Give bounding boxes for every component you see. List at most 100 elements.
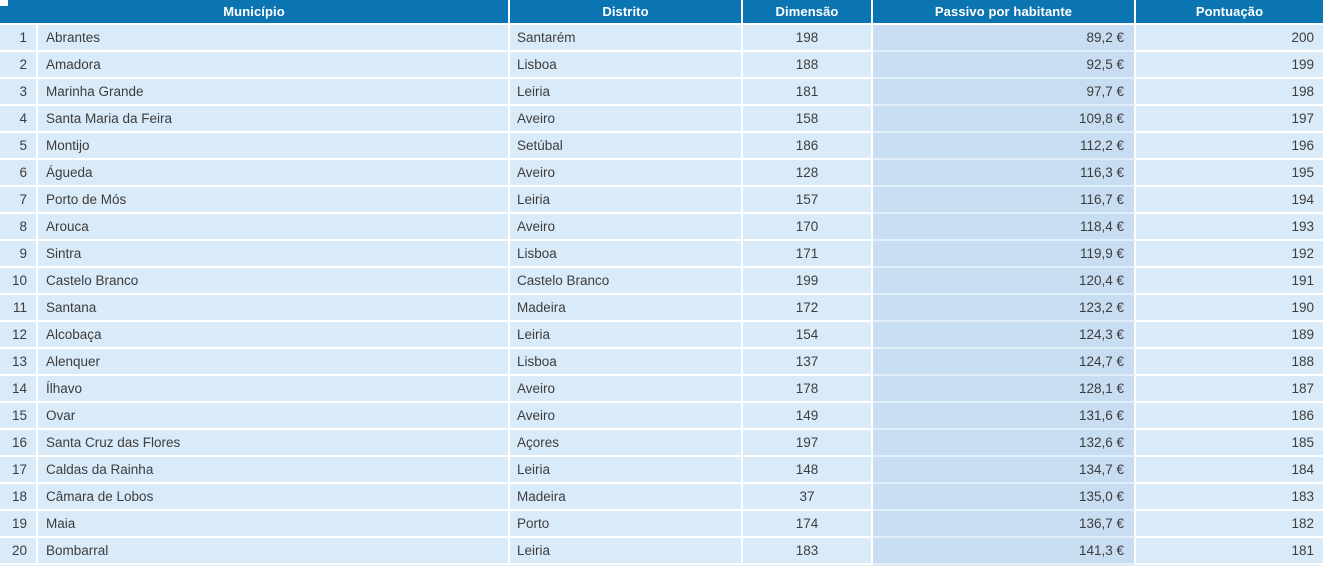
municipio-cell: Porto de Mós [38,187,510,214]
dimensao-cell: 172 [743,295,873,322]
rank-cell: 12 [0,322,38,349]
dimensao-cell: 174 [743,511,873,538]
passivo-cell: 131,6 € [873,403,1136,430]
rank-cell: 14 [0,376,38,403]
column-header-dimensao[interactable]: Dimensão [743,0,873,25]
dimensao-cell: 158 [743,106,873,133]
rank-cell: 15 [0,403,38,430]
pontuacao-cell: 190 [1136,295,1323,322]
table-row: 20 Bombarral Leiria 183 141,3 € 181 [0,538,1323,565]
dimensao-cell: 154 [743,322,873,349]
pontuacao-cell: 185 [1136,430,1323,457]
passivo-cell: 128,1 € [873,376,1136,403]
municipio-cell: Arouca [38,214,510,241]
dimensao-cell: 137 [743,349,873,376]
passivo-cell: 89,2 € [873,25,1136,52]
passivo-cell: 112,2 € [873,133,1136,160]
pontuacao-cell: 192 [1136,241,1323,268]
passivo-cell: 92,5 € [873,52,1136,79]
passivo-cell: 116,7 € [873,187,1136,214]
rank-cell: 1 [0,25,38,52]
rank-cell: 8 [0,214,38,241]
table-row: 6 Águeda Aveiro 128 116,3 € 195 [0,160,1323,187]
rank-cell: 13 [0,349,38,376]
passivo-cell: 134,7 € [873,457,1136,484]
column-header-municipio[interactable]: Município [0,0,510,25]
table-row: 7 Porto de Mós Leiria 157 116,7 € 194 [0,187,1323,214]
municipio-cell: Caldas da Rainha [38,457,510,484]
distrito-cell: Santarém [510,25,743,52]
column-header-distrito[interactable]: Distrito [510,0,743,25]
pontuacao-cell: 182 [1136,511,1323,538]
pontuacao-cell: 195 [1136,160,1323,187]
dimensao-cell: 183 [743,538,873,565]
pontuacao-cell: 199 [1136,52,1323,79]
dimensao-cell: 171 [743,241,873,268]
dimensao-cell: 170 [743,214,873,241]
table-row: 11 Santana Madeira 172 123,2 € 190 [0,295,1323,322]
pontuacao-cell: 191 [1136,268,1323,295]
distrito-cell: Madeira [510,484,743,511]
distrito-cell: Lisboa [510,349,743,376]
table-row: 19 Maia Porto 174 136,7 € 182 [0,511,1323,538]
passivo-cell: 124,3 € [873,322,1136,349]
rank-cell: 16 [0,430,38,457]
table-row: 10 Castelo Branco Castelo Branco 199 120… [0,268,1323,295]
distrito-cell: Madeira [510,295,743,322]
table-row: 4 Santa Maria da Feira Aveiro 158 109,8 … [0,106,1323,133]
pontuacao-cell: 186 [1136,403,1323,430]
passivo-cell: 118,4 € [873,214,1136,241]
table-row: 5 Montijo Setúbal 186 112,2 € 196 [0,133,1323,160]
pontuacao-cell: 193 [1136,214,1323,241]
passivo-cell: 119,9 € [873,241,1136,268]
passivo-cell: 124,7 € [873,349,1136,376]
pontuacao-cell: 198 [1136,79,1323,106]
pontuacao-cell: 197 [1136,106,1323,133]
municipio-cell: Ílhavo [38,376,510,403]
municipio-cell: Ovar [38,403,510,430]
distrito-cell: Leiria [510,79,743,106]
rank-cell: 2 [0,52,38,79]
rank-cell: 18 [0,484,38,511]
distrito-cell: Açores [510,430,743,457]
dimensao-cell: 188 [743,52,873,79]
pontuacao-cell: 189 [1136,322,1323,349]
distrito-cell: Lisboa [510,52,743,79]
corner-notch [0,0,8,6]
municipio-cell: Santa Cruz das Flores [38,430,510,457]
municipio-cell: Sintra [38,241,510,268]
column-header-passivo-por-habitante[interactable]: Passivo por habitante [873,0,1136,25]
rank-cell: 5 [0,133,38,160]
distrito-cell: Leiria [510,322,743,349]
rank-cell: 17 [0,457,38,484]
pontuacao-cell: 200 [1136,25,1323,52]
rank-cell: 6 [0,160,38,187]
distrito-cell: Castelo Branco [510,268,743,295]
table-row: 9 Sintra Lisboa 171 119,9 € 192 [0,241,1323,268]
passivo-cell: 123,2 € [873,295,1136,322]
dimensao-cell: 178 [743,376,873,403]
distrito-cell: Aveiro [510,214,743,241]
table-body: 1 Abrantes Santarém 198 89,2 € 200 2 Ama… [0,25,1323,565]
rank-cell: 10 [0,268,38,295]
column-header-pontuacao[interactable]: Pontuação [1136,0,1323,25]
municipio-cell: Marinha Grande [38,79,510,106]
table-row: 16 Santa Cruz das Flores Açores 197 132,… [0,430,1323,457]
municipio-cell: Bombarral [38,538,510,565]
rank-cell: 19 [0,511,38,538]
rank-cell: 11 [0,295,38,322]
pontuacao-cell: 194 [1136,187,1323,214]
distrito-cell: Aveiro [510,376,743,403]
rank-cell: 4 [0,106,38,133]
municipio-cell: Amadora [38,52,510,79]
distrito-cell: Aveiro [510,403,743,430]
dimensao-cell: 186 [743,133,873,160]
municipio-cell: Santa Maria da Feira [38,106,510,133]
passivo-cell: 116,3 € [873,160,1136,187]
passivo-cell: 132,6 € [873,430,1136,457]
municipio-cell: Alenquer [38,349,510,376]
dimensao-cell: 198 [743,25,873,52]
passivo-cell: 109,8 € [873,106,1136,133]
distrito-cell: Leiria [510,187,743,214]
